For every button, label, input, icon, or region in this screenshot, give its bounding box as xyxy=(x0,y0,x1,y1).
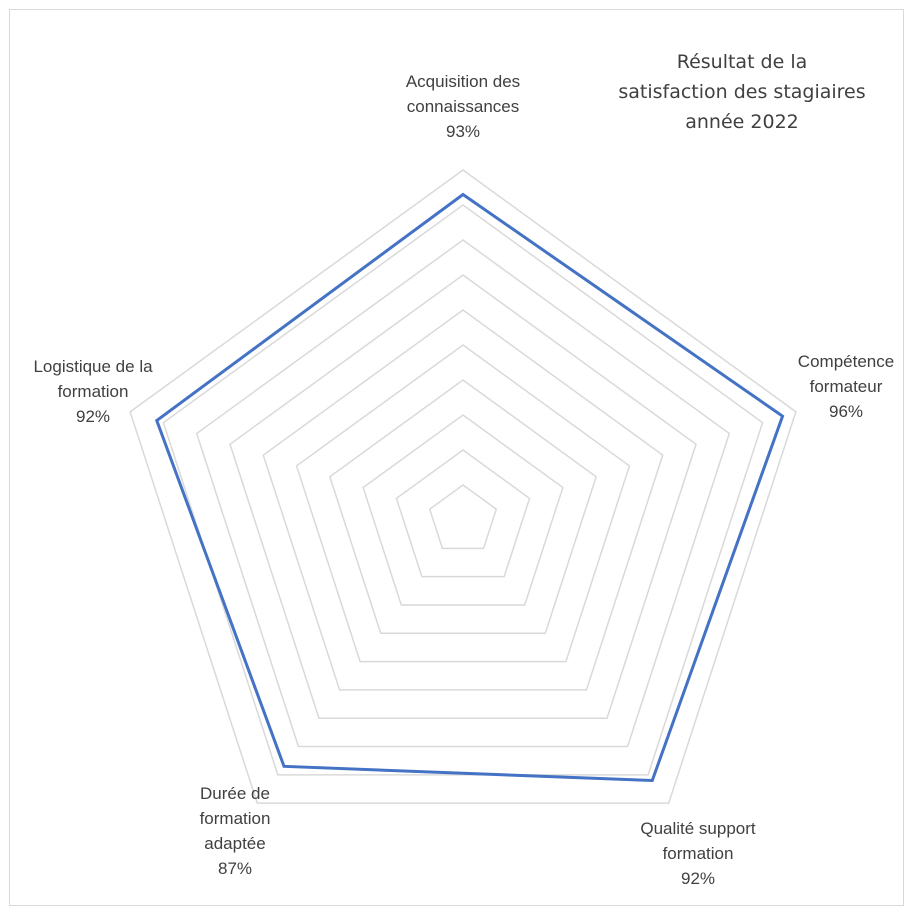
grid-ring-1 xyxy=(430,485,497,548)
grid-ring-8 xyxy=(197,240,730,747)
grid-ring-5 xyxy=(297,345,630,662)
grid-ring-2 xyxy=(396,450,529,577)
grid-ring-10 xyxy=(130,170,796,803)
grid-ring-7 xyxy=(230,275,696,718)
